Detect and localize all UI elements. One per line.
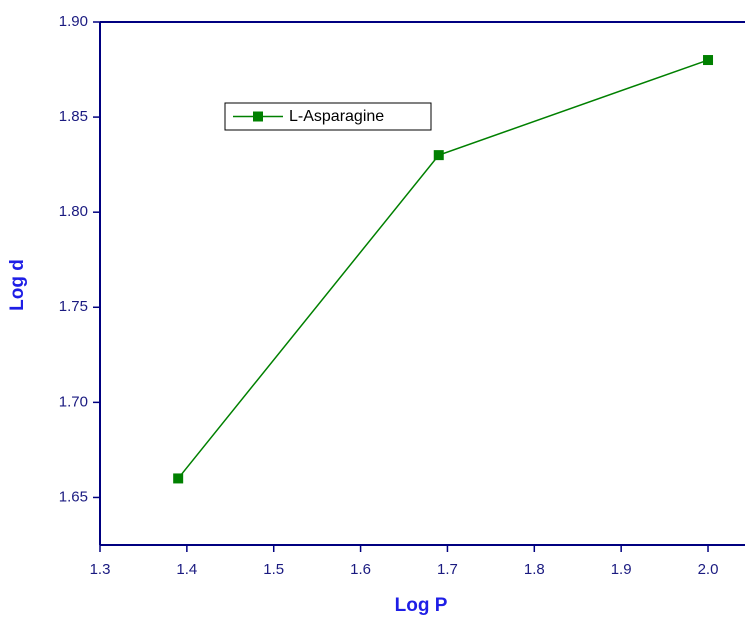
y-tick-label: 1.75 [59,298,88,315]
legend-text: L-Asparagine [289,108,384,125]
y-tick-label: 1.90 [59,13,88,30]
y-tick-label: 1.80 [59,203,88,220]
x-tick-label: 2.0 [698,561,719,578]
x-tick-label: 1.9 [611,561,632,578]
x-tick-label: 1.4 [176,561,197,578]
data-point [703,55,713,65]
y-axis-title: Log d [7,259,28,311]
data-point [434,150,444,160]
x-tick-label: 1.3 [90,561,111,578]
x-axis-title: Log P [395,595,448,616]
x-tick-label: 1.5 [263,561,284,578]
y-tick-label: 1.70 [59,393,88,410]
chart: Log P Log d 1.3 1.4 1.5 1.6 1.7 1.8 1.9 2.0 1.65… [0,0,745,622]
x-tick-label: 1.6 [350,561,371,578]
y-tick-label: 1.65 [59,488,88,505]
x-tick-label: 1.8 [524,561,545,578]
y-tick-label: 1.85 [59,108,88,125]
data-point [173,473,183,483]
x-tick-label: 1.7 [437,561,458,578]
legend-marker [253,112,263,122]
